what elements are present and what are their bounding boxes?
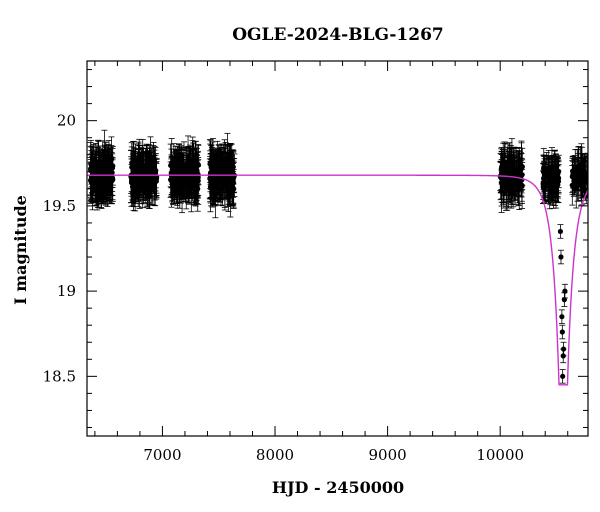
data-point: [210, 138, 217, 191]
data-point: [170, 143, 177, 182]
data-point: [514, 150, 521, 189]
event-point: [561, 292, 568, 307]
y-tick-label: 19: [57, 282, 76, 300]
data-point: [571, 161, 578, 188]
y-tick-label: 18.5: [43, 367, 76, 385]
event-point: [560, 341, 567, 357]
data-point: [511, 155, 518, 191]
data-point: [142, 150, 149, 192]
model-curve: [87, 174, 588, 386]
data-point: [542, 167, 549, 201]
plot-frame: [86, 60, 589, 437]
data-point: [104, 156, 111, 207]
event-point: [561, 283, 568, 299]
chart-title: OGLE-2024-BLG-1267: [232, 25, 444, 45]
x-tick-label: 8000: [256, 446, 294, 464]
data-point: [107, 170, 114, 204]
x-tick-label: 7000: [143, 446, 181, 464]
data-point: [95, 161, 102, 204]
data-points: [87, 129, 588, 219]
data-point: [91, 153, 98, 192]
x-axis-label: HJD - 2450000: [272, 478, 404, 497]
data-point: [212, 153, 219, 207]
axis-ticks: [87, 61, 588, 436]
y-tick-label: 20: [57, 112, 76, 130]
x-tick-label: 10000: [476, 446, 524, 464]
data-point: [142, 154, 149, 200]
y-tick-label: 19.5: [43, 197, 76, 215]
data-point: [550, 154, 557, 195]
x-tick-labels: 7000 8000 9000 10000: [143, 446, 524, 464]
data-point: [136, 152, 143, 193]
data-point: [190, 142, 197, 185]
data-point: [227, 144, 234, 199]
data-point: [151, 146, 158, 191]
data-point: [505, 156, 512, 209]
event-point: [557, 249, 564, 265]
data-point: [230, 162, 237, 194]
event-point: [559, 324, 566, 340]
data-point: [186, 145, 193, 188]
x-tick-label: 9000: [369, 446, 407, 464]
data-point: [507, 155, 514, 189]
event-points: [557, 224, 568, 384]
event-point: [559, 369, 566, 384]
event-point: [557, 224, 564, 239]
data-point: [175, 148, 182, 191]
event-point: [558, 309, 565, 324]
data-point: [545, 158, 552, 191]
data-point: [216, 164, 223, 200]
data-point: [578, 143, 585, 186]
data-point: [223, 153, 230, 191]
y-axis-label: I magnitude: [11, 195, 30, 305]
data-point: [183, 159, 190, 210]
y-tick-labels: 18.5 19 19.5 20: [43, 112, 76, 386]
